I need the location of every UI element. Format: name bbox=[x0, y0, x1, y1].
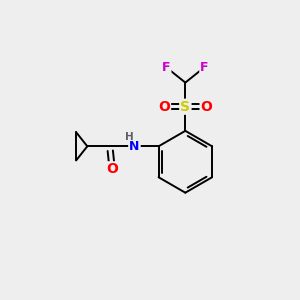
Text: H: H bbox=[125, 132, 134, 142]
Text: N: N bbox=[129, 140, 140, 153]
Text: O: O bbox=[158, 100, 170, 114]
Text: O: O bbox=[106, 162, 118, 176]
Text: O: O bbox=[201, 100, 212, 114]
Text: F: F bbox=[200, 61, 209, 74]
Text: F: F bbox=[162, 61, 170, 74]
Text: S: S bbox=[180, 100, 190, 114]
